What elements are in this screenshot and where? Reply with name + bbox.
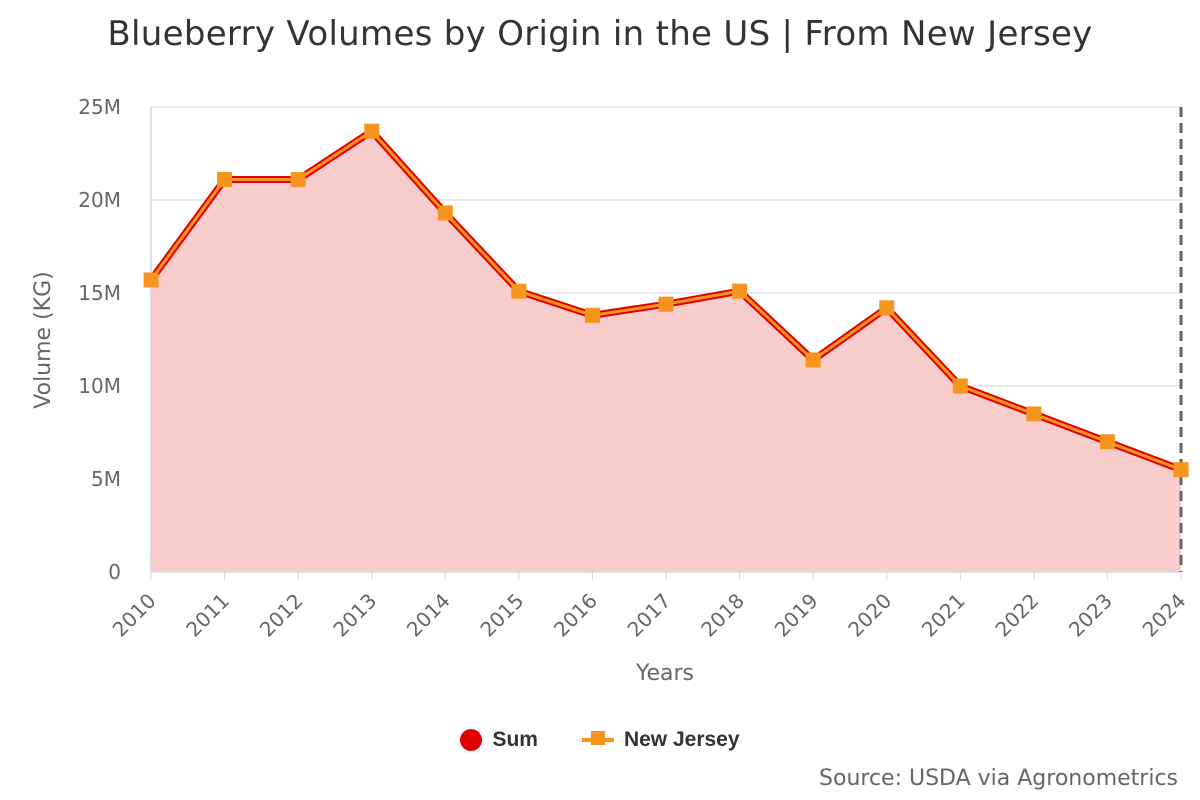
data-point [1026,406,1042,422]
data-point [1099,434,1115,450]
y-axis-title: Volume (KG) [31,271,56,408]
x-tick-label: 2015 [475,589,528,642]
data-point [511,283,527,299]
legend-item-new-jersey[interactable]: New Jersey [581,728,740,752]
x-tick-label: 2016 [549,589,602,642]
x-tick-label: 2022 [990,589,1043,642]
sum-area [151,131,1181,572]
y-tick-label: 25M [78,95,121,119]
data-point [437,205,453,221]
x-tick-label: 2013 [328,589,381,642]
x-axis-title: Years [635,661,694,686]
x-tick-label: 2014 [402,589,455,642]
axes [150,107,1183,580]
x-tick-label: 2020 [843,589,896,642]
x-tick-label: 2024 [1138,589,1191,642]
legend-item-sum[interactable]: Sum [460,728,538,752]
data-point [217,172,233,188]
x-tick-label: 2017 [623,589,676,642]
y-tick-label: 0 [108,560,121,584]
data-point [952,378,968,394]
x-tick-label: 2019 [770,589,823,642]
y-tick-label: 20M [78,188,121,212]
y-tick-label: 15M [78,281,121,305]
data-point [879,300,895,316]
data-point [658,296,674,312]
data-point [1173,462,1189,478]
x-tick-label: 2021 [917,589,970,642]
data-point [364,123,380,139]
source-credit: Source: USDA via Agronometrics [819,766,1178,791]
data-point [143,272,159,288]
data-point [290,172,306,188]
x-tick-label: 2010 [108,589,161,642]
chart-title: Blueberry Volumes by Origin in the US | … [107,14,1093,54]
data-point [805,352,821,368]
data-point [584,307,600,323]
y-tick-label: 10M [78,374,121,398]
data-markers [143,123,1189,478]
x-tick-label: 2018 [696,589,749,642]
legend-label-new-jersey: New Jersey [623,728,740,751]
chart-plot: 0 5M 10M 15M 20M 25M 2010 2011 2012 2013 2014 2015 2… [31,95,1191,686]
x-tick-label: 2023 [1064,589,1117,642]
y-tick-label: 5M [91,467,121,491]
x-tick-label: 2011 [181,589,234,642]
legend: Sum New Jersey [0,728,1200,752]
data-point [732,283,748,299]
area-series [151,131,1181,572]
x-tick-label: 2012 [255,589,308,642]
legend-label-sum: Sum [492,728,538,751]
square-line-marker-icon [581,731,614,745]
circle-marker-icon [460,729,483,751]
